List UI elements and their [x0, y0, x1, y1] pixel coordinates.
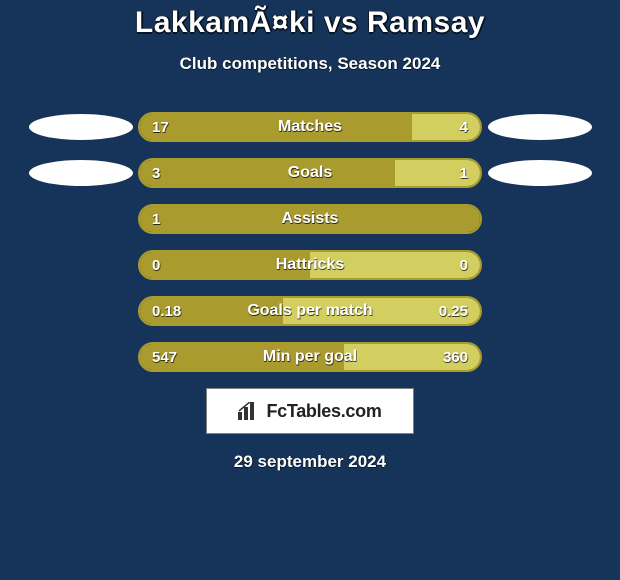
comparison-card: LakkamÃ¤ki vs Ramsay Club competitions, …: [0, 0, 620, 580]
stat-bar-right: [412, 114, 480, 140]
brand-text: FcTables.com: [266, 401, 381, 422]
stat-bar: Goals31: [138, 158, 482, 188]
stat-bar-right: [310, 252, 480, 278]
stat-bar-left: [140, 298, 283, 324]
stat-row: Goals per match0.180.25: [0, 296, 620, 326]
bar-chart-icon: [238, 402, 260, 420]
stat-row: Min per goal547360: [0, 342, 620, 372]
stat-bar: Assists1: [138, 204, 482, 234]
stats-rows: Matches174 Goals31 Assists1 Hattricks00 Goal…: [0, 112, 620, 372]
stat-row: Goals31: [0, 158, 620, 188]
logo-slot-right: [482, 160, 597, 186]
subtitle: Club competitions, Season 2024: [0, 54, 620, 74]
stat-bar-right: [395, 160, 480, 186]
stat-bar-right: [344, 344, 480, 370]
team-logo-right: [488, 160, 592, 186]
stat-row: Matches174: [0, 112, 620, 142]
stat-bar-left: [140, 206, 480, 232]
logo-slot-right: [482, 114, 597, 140]
brand-badge[interactable]: FcTables.com: [206, 388, 414, 434]
stat-bar: Hattricks00: [138, 250, 482, 280]
stat-row: Assists1: [0, 204, 620, 234]
stat-bar-right: [283, 298, 480, 324]
stat-bar: Matches174: [138, 112, 482, 142]
logo-slot-left: [23, 160, 138, 186]
team-logo-left: [29, 114, 133, 140]
stat-bar: Min per goal547360: [138, 342, 482, 372]
stat-bar: Goals per match0.180.25: [138, 296, 482, 326]
footer-date: 29 september 2024: [0, 452, 620, 472]
logo-slot-left: [23, 114, 138, 140]
stat-bar-left: [140, 252, 310, 278]
stat-bar-left: [140, 344, 344, 370]
stat-bar-left: [140, 160, 395, 186]
page-title: LakkamÃ¤ki vs Ramsay: [0, 6, 620, 40]
team-logo-left: [29, 160, 133, 186]
stat-bar-left: [140, 114, 412, 140]
stat-row: Hattricks00: [0, 250, 620, 280]
team-logo-right: [488, 114, 592, 140]
